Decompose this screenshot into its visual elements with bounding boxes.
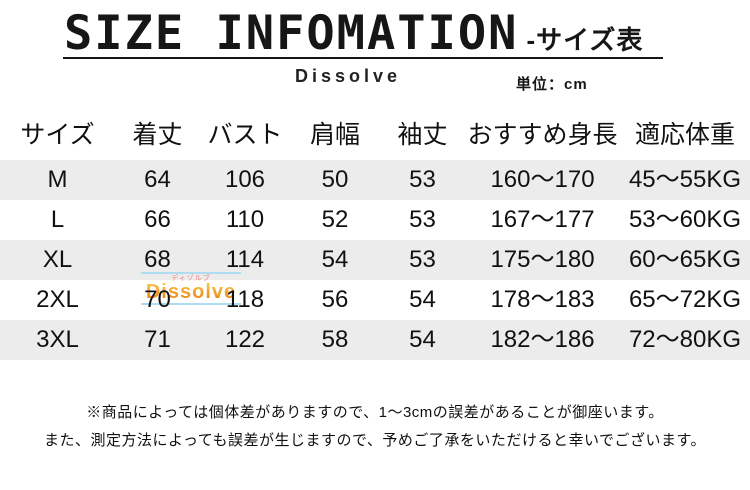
cell-height: 175〜180	[490, 246, 595, 273]
col-header-weight: 適応体重	[634, 120, 735, 149]
cell-length-value: 70	[144, 286, 171, 313]
footnote-line-1: ※商品によっては個体差がありますので、1〜3cmの誤差があることが御座います。	[86, 404, 664, 421]
col-header-shoulder: 肩幅	[309, 120, 360, 149]
cell-length: ディゾルブ Dissolve 70	[115, 272, 241, 313]
table-row-xl: XL 68 114 54 53 175〜180 60〜65KG	[0, 240, 750, 280]
table-row-3xl: 3XL 71 122 58 54 182〜186 72〜80KG	[0, 320, 750, 360]
cell-weight: 72〜80KG	[628, 326, 742, 353]
cell-shoulder: 58	[321, 326, 349, 353]
title-text: SIZE INFOMATION	[64, 6, 519, 61]
cell-weight: 53〜60KG	[628, 206, 742, 233]
cell-height: 160〜170	[490, 166, 595, 193]
cell-shoulder: 54	[321, 246, 349, 273]
cell-bust: 106	[224, 166, 266, 193]
cell-sleeve: 53	[409, 206, 436, 233]
cell-weight: 60〜65KG	[628, 246, 742, 273]
title-subtitle: -サイズ表	[526, 25, 644, 55]
table-row-m: M 64 106 50 53 160〜170 45〜55KG	[0, 160, 750, 200]
title-underline	[63, 57, 663, 59]
col-header-bust: バスト	[207, 120, 283, 149]
footnotes: ※商品によっては個体差がありますので、1〜3cmの誤差があることが御座います。 …	[0, 399, 750, 455]
cell-bust: 110	[225, 206, 265, 233]
table-header-row: サイズ 着丈 バスト 肩幅 袖丈 おすすめ身長 適応体重	[0, 110, 750, 160]
col-header-sleeve: 袖丈	[397, 120, 448, 149]
cell-size: L	[50, 206, 65, 233]
cell-size: 3XL	[36, 326, 79, 353]
col-header-height: おすすめ身長	[467, 120, 618, 149]
cell-weight: 65〜72KG	[628, 286, 742, 313]
table-row-2xl: 2XL ディゾルブ Dissolve 70 118 56 54 178〜183 …	[0, 272, 750, 320]
cell-shoulder: 56	[321, 286, 349, 313]
cell-shoulder: 52	[321, 206, 349, 233]
footnote-line-2: また、測定方法によっても誤差が生じますので、予めご了承をいただけると幸いでござい…	[43, 432, 706, 449]
size-table: サイズ 着丈 バスト 肩幅 袖丈 おすすめ身長 適応体重 M 64 106 50…	[0, 110, 750, 360]
unit-label: 単位：cm	[516, 76, 588, 93]
col-header-length: 着丈	[132, 120, 183, 149]
cell-bust: 118	[225, 286, 265, 313]
table-body: M 64 106 50 53 160〜170 45〜55KG L 66 110 …	[0, 160, 750, 360]
cell-length: 66	[144, 206, 171, 233]
cell-size: XL	[42, 246, 73, 273]
cell-size: M	[47, 166, 68, 193]
cell-sleeve: 53	[409, 166, 436, 193]
col-header-size: サイズ	[20, 120, 95, 149]
cell-bust: 122	[224, 326, 266, 353]
table-row-l: L 66 110 52 53 167〜177 53〜60KG	[0, 200, 750, 240]
cell-length: 64	[144, 166, 171, 193]
cell-height: 182〜186	[490, 326, 595, 353]
cell-sleeve: 54	[409, 286, 436, 313]
page-title: SIZE INFOMATION -サイズ表	[64, 6, 643, 61]
cell-shoulder: 50	[321, 166, 349, 193]
cell-height: 167〜177	[490, 206, 595, 233]
table-header: サイズ 着丈 バスト 肩幅 袖丈 おすすめ身長 適応体重	[0, 110, 750, 160]
cell-weight: 45〜55KG	[628, 166, 742, 193]
brand-name: Dissolve	[294, 66, 402, 86]
cell-length: 71	[144, 326, 171, 353]
cell-bust: 114	[225, 246, 265, 273]
cell-sleeve: 54	[409, 326, 436, 353]
cell-height: 178〜183	[490, 286, 595, 313]
cell-length: 68	[144, 246, 171, 273]
cell-sleeve: 53	[409, 246, 436, 273]
cell-size: 2XL	[36, 286, 79, 313]
